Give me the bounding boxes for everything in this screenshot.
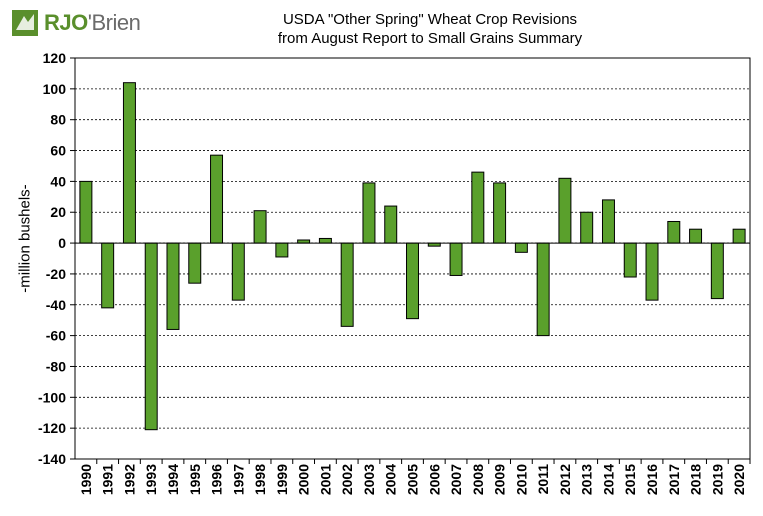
x-tick-label: 2007 — [448, 464, 464, 495]
x-tick-label: 2011 — [535, 464, 551, 495]
y-tick-label: 0 — [58, 235, 66, 251]
y-tick-label: -120 — [38, 420, 66, 436]
bar-2011 — [536, 242, 550, 337]
bar-2019 — [710, 242, 724, 300]
x-tick-label: 2013 — [579, 464, 595, 495]
bar-1991 — [101, 242, 115, 309]
bar-2004 — [384, 205, 398, 244]
bar-2014 — [601, 199, 615, 244]
x-tick-label: 1999 — [274, 464, 290, 495]
y-tick-label: -80 — [46, 358, 66, 374]
bar-1998 — [253, 210, 267, 244]
bar-2016 — [645, 242, 659, 301]
chart-title-block: USDA "Other Spring" Wheat Crop Revisions… — [200, 10, 660, 48]
bar-2018 — [689, 228, 703, 244]
bar-1990 — [79, 180, 93, 244]
chart-subtitle: from August Report to Small Grains Summa… — [277, 30, 583, 47]
x-tick-label: 1991 — [100, 464, 116, 495]
bar-2005 — [406, 242, 419, 320]
y-tick-labels: 120 100 80 60 40 20 0 -20 -40 -60 -80 -100 -120 -140 — [38, 50, 66, 467]
x-tick-label: 2020 — [731, 464, 747, 495]
x-tick-label: 2005 — [405, 464, 421, 495]
x-tick-label: 1992 — [121, 464, 137, 495]
x-tick-label: 2014 — [600, 464, 616, 495]
bars — [79, 82, 746, 431]
bar-2002 — [340, 242, 354, 327]
bar-2008 — [471, 171, 485, 244]
y-tick-label: -100 — [38, 389, 66, 405]
x-tick-label: 2015 — [622, 464, 638, 495]
y-tick-label: -60 — [46, 328, 66, 344]
y-tick-label: -40 — [46, 297, 66, 313]
x-tick-label: 1990 — [78, 464, 94, 495]
bar-2010 — [514, 242, 528, 253]
x-tick-label: 2006 — [426, 464, 442, 495]
bar-1994 — [166, 242, 180, 330]
x-tick-label: 2010 — [513, 464, 529, 495]
x-tick-label: 1994 — [165, 464, 181, 495]
bar-1999 — [275, 242, 289, 258]
x-tick-label: 1995 — [187, 464, 203, 495]
bar-2001 — [318, 237, 332, 244]
y-tick-label: 80 — [50, 112, 66, 128]
x-tick-label: 2012 — [557, 464, 573, 495]
x-tick-label: 2001 — [317, 464, 333, 495]
chart-title: USDA "Other Spring" Wheat Crop Revisions — [282, 11, 578, 28]
x-tick-label: 2009 — [492, 464, 508, 495]
y-tick-label: -20 — [46, 266, 66, 282]
logo-mark-icon — [12, 10, 38, 36]
y-tick-label: -140 — [38, 451, 66, 467]
bar-2015 — [623, 242, 637, 278]
bar-2009 — [493, 182, 507, 244]
x-tick-label: 2002 — [339, 464, 355, 495]
logo-brand: RJO — [44, 10, 88, 35]
bar-2003 — [362, 182, 376, 244]
y-tick-label: 60 — [50, 143, 66, 159]
x-tick-label: 2019 — [709, 464, 725, 495]
logo: RJO'Brien — [12, 10, 141, 36]
x-tick-label: 2016 — [644, 464, 660, 495]
bar-2007 — [449, 242, 463, 276]
bar-1996 — [210, 154, 224, 244]
x-tick-label: 1996 — [209, 464, 225, 495]
x-tick-label: 2003 — [361, 464, 377, 495]
y-tick-label: 20 — [50, 204, 66, 220]
bar-1997 — [231, 242, 245, 301]
axes — [74, 57, 751, 460]
y-tick-label: 40 — [50, 173, 66, 189]
bar-2012 — [558, 177, 572, 244]
x-tick-label: 1997 — [230, 464, 246, 495]
logo-brand-rest: 'Brien — [87, 10, 141, 35]
bar-2017 — [667, 220, 681, 244]
x-tick-label: 1998 — [252, 464, 268, 495]
logo-text: RJO'Brien — [44, 10, 141, 36]
y-tick-label: 100 — [43, 81, 67, 97]
x-tick-label: 2018 — [688, 464, 704, 495]
x-tick-label: 2000 — [296, 464, 312, 495]
bar-1992 — [122, 82, 136, 244]
bar-2013 — [580, 211, 594, 244]
x-tick-label: 2008 — [470, 464, 486, 495]
bar-1993 — [144, 242, 158, 431]
x-tick-label: 1993 — [143, 464, 159, 495]
bar-2020 — [732, 228, 746, 244]
y-tick-label: 120 — [43, 50, 67, 66]
x-tick-labels: 1990 1991 1992 1993 1994 1995 1996 1997 1998 1999… — [78, 459, 751, 495]
x-tick-label: 2017 — [666, 464, 682, 495]
x-tick-label: 2004 — [383, 464, 399, 495]
bar-1995 — [188, 242, 202, 284]
plot-area-border — [74, 57, 751, 460]
